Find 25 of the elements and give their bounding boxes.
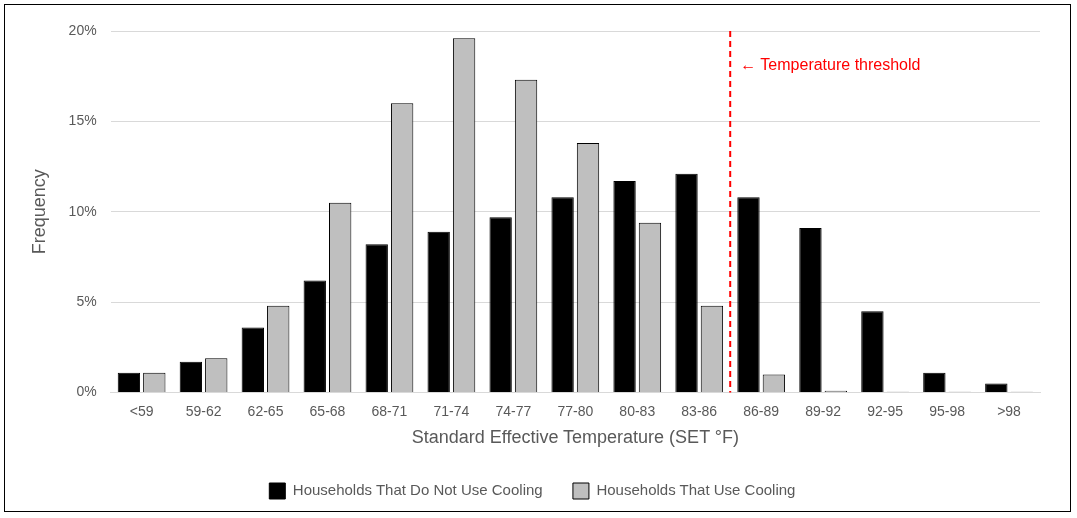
x-tick-label: 59-62: [185, 402, 222, 419]
y-axis-title: Frequency: [28, 169, 49, 255]
x-axis-title: Standard Effective Temperature (SET °F): [411, 427, 739, 448]
x-tick-label: 89-92: [805, 402, 842, 419]
x-tick-label: 71-74: [433, 402, 470, 419]
x-tick-label: <59: [129, 402, 154, 419]
x-tick-label: 65-68: [309, 402, 346, 419]
x-tick-label: 95-98: [929, 402, 966, 419]
legend-label: Households That Use Cooling: [596, 481, 796, 499]
x-tick-label: 74-77: [495, 402, 532, 419]
y-tick-label: 5%: [76, 293, 97, 310]
y-tick-label: 15%: [68, 112, 97, 129]
x-tick-label: 86-89: [743, 402, 780, 419]
x-tick-label: 83-86: [681, 402, 718, 419]
x-tick-label: 68-71: [371, 402, 408, 419]
y-tick-label: 20%: [68, 21, 97, 38]
ref-line-label: ← Temperature threshold: [740, 56, 921, 74]
x-tick-label: 92-95: [867, 402, 904, 419]
x-tick-label: 62-65: [247, 402, 284, 419]
x-tick-label: 77-80: [557, 402, 594, 419]
x-tick-label: 80-83: [619, 402, 656, 419]
legend-label: Households That Do Not Use Cooling: [292, 481, 543, 499]
y-tick-label: 10%: [68, 202, 97, 219]
y-tick-label: 0%: [76, 383, 97, 400]
x-tick-label: >98: [997, 402, 1022, 419]
